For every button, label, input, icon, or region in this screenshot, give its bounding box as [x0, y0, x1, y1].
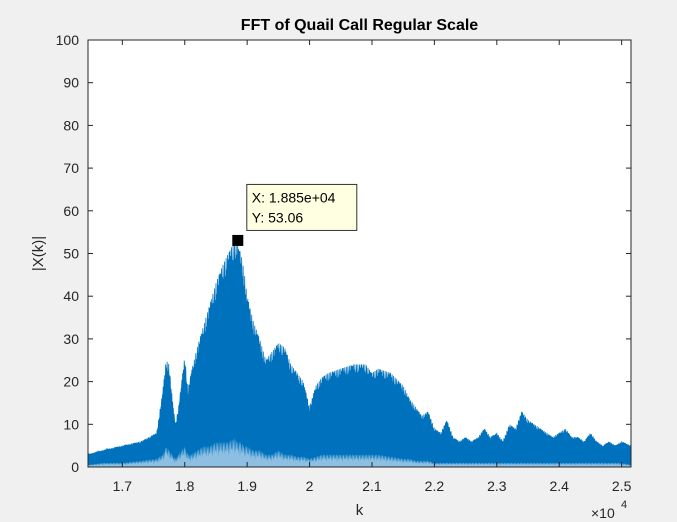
- y-tick-label: 30: [63, 331, 79, 347]
- x-tick-label: 1.9: [237, 478, 257, 494]
- y-tick-label: 10: [63, 416, 79, 432]
- series-lower-dips: [88, 437, 631, 467]
- datatip[interactable]: X: 1.885e+04 Y: 53.06: [232, 183, 358, 246]
- datatip-y-text: Y: 53.06: [252, 209, 304, 225]
- x-tick-label: 2.2: [425, 478, 445, 494]
- x-tick-label: 2.4: [549, 478, 569, 494]
- y-tick-label: 50: [63, 246, 79, 262]
- x-tick-label: 2: [306, 478, 314, 494]
- x-axis-label: k: [356, 502, 364, 519]
- y-tick-label: 100: [56, 32, 80, 48]
- x-exponent: ×10 4: [591, 499, 627, 521]
- x-tick-label: 2.3: [487, 478, 507, 494]
- datatip-box: [246, 183, 358, 231]
- datatip-marker[interactable]: [232, 234, 244, 246]
- datatip-x-text: X: 1.885e+04: [252, 189, 336, 205]
- y-tick-label: 70: [63, 160, 79, 176]
- x-exponent-power: 4: [621, 499, 627, 511]
- y-tick-label: 40: [63, 288, 79, 304]
- y-tick-label: 90: [63, 75, 79, 91]
- y-tick-label: 0: [71, 459, 79, 475]
- x-tick-label: 1.7: [113, 478, 133, 494]
- y-tick-label: 20: [63, 374, 79, 390]
- series-magnitude-area: [87, 240, 632, 468]
- ticks-layer: 1.7 1.8 1.9 2 2.1 2.2 2.3 2.4 2.5 0 10 20 30 40 50 60 70…: [56, 32, 632, 494]
- x-tick-label: 1.8: [175, 478, 195, 494]
- x-exponent-base: ×10: [591, 505, 615, 521]
- y-tick-label: 80: [63, 117, 79, 133]
- series-layer: [87, 240, 632, 468]
- y-axis-label: |X(k)|: [30, 236, 47, 271]
- chart-title: FFT of Quail Call Regular Scale: [241, 17, 478, 34]
- x-tick-label: 2.5: [612, 478, 632, 494]
- y-tick-label: 60: [63, 203, 79, 219]
- x-tick-label: 2.1: [362, 478, 382, 494]
